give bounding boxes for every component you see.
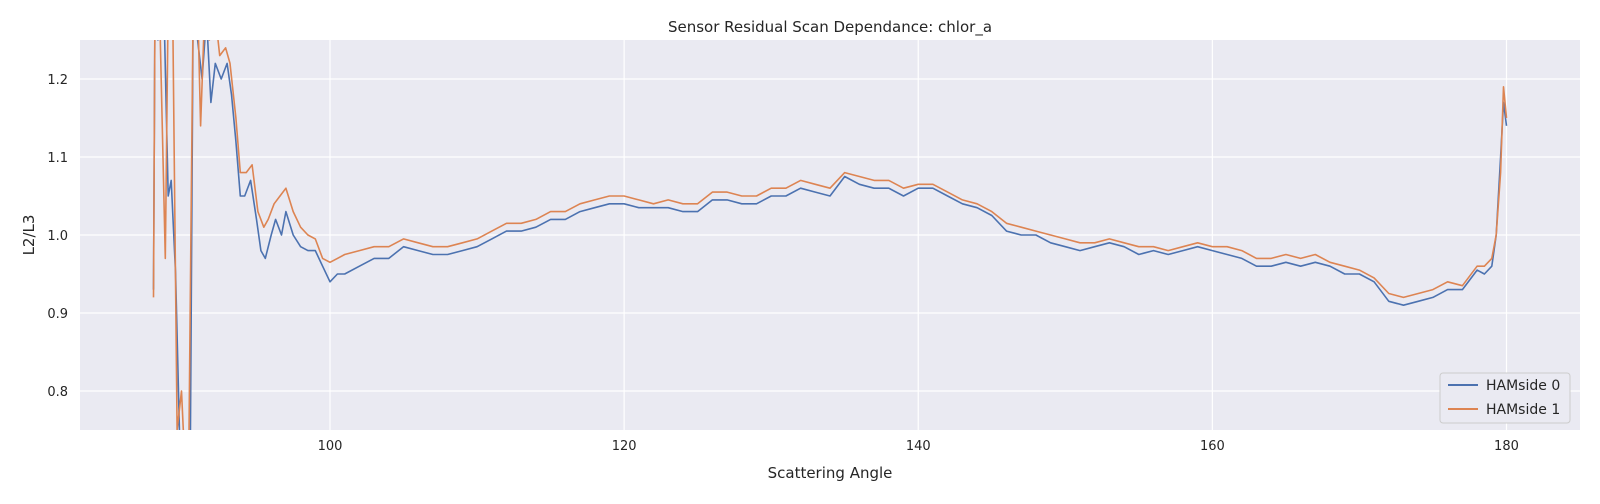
x-tick-labels: 100 120 140 160 180 xyxy=(318,439,1519,454)
y-tick-label: 1.2 xyxy=(47,73,68,88)
series-line-hamside-0 xyxy=(152,40,1508,430)
x-tick-label: 120 xyxy=(612,439,637,454)
chart-title: Sensor Residual Scan Dependance: chlor_a xyxy=(668,18,992,37)
series-line-hamside-1 xyxy=(152,40,1508,430)
x-tick-label: 100 xyxy=(318,439,343,454)
y-tick-labels: 0.8 0.9 1.0 1.1 1.2 xyxy=(47,73,68,400)
y-axis-label: L2/L3 xyxy=(20,215,38,256)
gridlines xyxy=(80,40,1580,430)
y-tick-label: 1.1 xyxy=(47,151,68,166)
x-tick-label: 160 xyxy=(1200,439,1225,454)
x-tick-label: 140 xyxy=(906,439,931,454)
legend: HAMside 0 HAMside 1 xyxy=(1439,372,1571,424)
series-lines xyxy=(152,40,1508,430)
legend-label-hamside-0: HAMside 0 xyxy=(1486,378,1560,394)
x-axis-label: Scattering Angle xyxy=(768,464,893,482)
y-tick-label: 0.8 xyxy=(47,385,68,400)
x-tick-label: 180 xyxy=(1494,439,1519,454)
y-tick-label: 1.0 xyxy=(47,229,68,244)
legend-label-hamside-1: HAMside 1 xyxy=(1486,402,1560,418)
y-tick-label: 0.9 xyxy=(47,307,68,322)
